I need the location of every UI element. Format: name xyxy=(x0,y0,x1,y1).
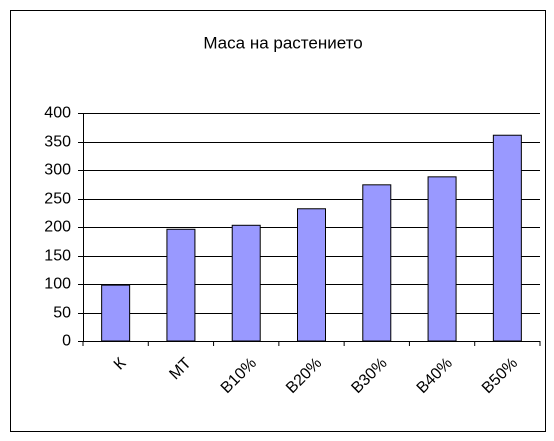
y-tick-label: 50 xyxy=(53,305,71,322)
chart-frame xyxy=(10,10,546,432)
y-tick-label: 150 xyxy=(44,248,71,265)
y-tick-label: 350 xyxy=(44,134,71,151)
bar xyxy=(166,228,196,342)
y-tick-label: 250 xyxy=(44,191,71,208)
y-tick-label: 400 xyxy=(44,105,71,122)
bar xyxy=(362,184,392,342)
bar xyxy=(427,176,457,342)
y-tick-label: 200 xyxy=(44,219,71,236)
y-tick-label: 100 xyxy=(44,276,71,293)
bar xyxy=(231,224,261,342)
chart-title: Маса на растението xyxy=(203,33,362,52)
bar xyxy=(297,208,326,342)
bar xyxy=(492,134,522,342)
y-tick-label: 300 xyxy=(44,162,71,179)
y-tick-label: 0 xyxy=(62,333,71,350)
bar xyxy=(101,284,131,342)
